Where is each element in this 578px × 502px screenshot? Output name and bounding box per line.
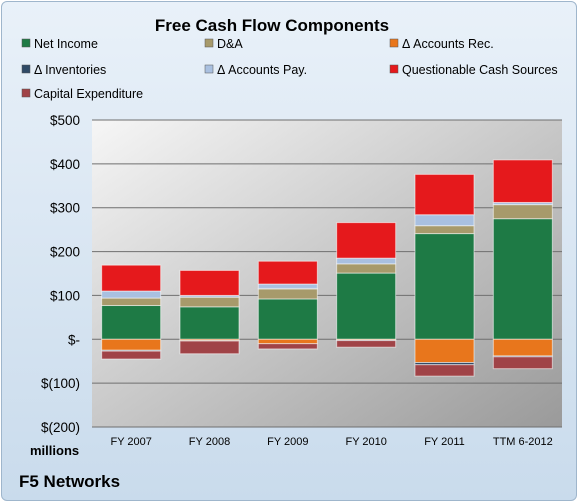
legend-swatch (204, 64, 214, 74)
bar-net-income (257, 298, 318, 340)
gridlines (92, 119, 562, 428)
bar-accounts-pay (101, 290, 162, 299)
chart-title: Free Cash Flow Components (155, 16, 389, 35)
y-tick-label: $(100) (41, 376, 80, 391)
bar-net-income (179, 306, 240, 340)
bar-accounts-pay (336, 257, 397, 265)
x-axis-ticks: FY 2007 FY 2008 FY 2009 FY 2010 FY 2011 TTM 6… (110, 436, 552, 448)
bar-accounts-pay (414, 214, 475, 227)
bar-d-a (179, 296, 240, 308)
x-tick-label: FY 2010 (345, 436, 386, 448)
bar-capital-expenditure (336, 340, 397, 348)
y-tick-label: $200 (50, 245, 80, 260)
bar-capital-expenditure (101, 350, 162, 360)
legend-swatch (21, 64, 31, 74)
x-tick-label: FY 2008 (189, 436, 230, 448)
bar-questionable-cash-sources (336, 222, 397, 259)
y-tick-label: $- (68, 332, 80, 347)
y-tick-label: $100 (50, 288, 80, 303)
bar-accounts-rec (257, 338, 318, 345)
legend-swatch (21, 88, 31, 98)
x-tick-label: FY 2011 (424, 436, 465, 448)
x-tick-label: TTM 6-2012 (493, 436, 553, 448)
legend-label: Net Income (34, 37, 98, 51)
legend-label: Δ Inventories (34, 63, 106, 77)
legend: Net Income D&A Δ Accounts Rec. Δ Inventorie… (21, 37, 558, 101)
legend-swatch (21, 38, 31, 48)
bar-d-a (257, 288, 318, 300)
legend-swatch (389, 38, 399, 48)
legend-label: D&A (217, 37, 243, 51)
y-tick-label: $400 (50, 157, 80, 172)
bar-questionable-cash-sources (101, 264, 162, 292)
bar-net-income (414, 233, 475, 340)
plot-area (92, 120, 562, 427)
bar-net-income (336, 272, 397, 340)
bar-accounts-rec (492, 338, 553, 357)
legend-label: Δ Accounts Rec. (402, 37, 494, 51)
y-axis-ticks: $500 $400 $300 $200 $100 $- $(100) $(200) (41, 113, 80, 435)
bar-d-a (101, 297, 162, 307)
legend-label: Capital Expenditure (34, 87, 143, 101)
bar-net-income (492, 218, 553, 340)
bars (101, 159, 553, 377)
bar-questionable-cash-sources (414, 173, 475, 216)
bar-capital-expenditure (492, 356, 553, 370)
bar-d-a (336, 263, 397, 274)
y-tick-label: $500 (50, 113, 80, 128)
y-tick-label: $300 (50, 201, 80, 216)
bar-net-income (101, 305, 162, 340)
bar-questionable-cash-sources (257, 260, 318, 285)
bar-capital-expenditure (179, 340, 240, 355)
legend-label: Questionable Cash Sources (402, 63, 558, 77)
bar-questionable-cash-sources (492, 159, 553, 203)
legend-swatch (204, 38, 214, 48)
bar-accounts-rec (101, 338, 162, 351)
footer-label: F5 Networks (19, 472, 120, 491)
legend-swatch (389, 64, 399, 74)
bar-questionable-cash-sources (179, 269, 240, 296)
y-tick-label: $(200) (41, 420, 80, 435)
bar-accounts-rec (414, 338, 475, 364)
bar-accounts-pay (257, 283, 318, 289)
bar-capital-expenditure (414, 364, 475, 377)
x-tick-label: FY 2009 (267, 436, 308, 448)
bar-d-a (414, 225, 475, 235)
units-label: millions (30, 443, 79, 458)
bar-capital-expenditure (257, 343, 318, 350)
legend-label: Δ Accounts Pay. (217, 63, 307, 77)
bar-d-a (492, 204, 553, 220)
x-tick-label: FY 2007 (110, 436, 151, 448)
